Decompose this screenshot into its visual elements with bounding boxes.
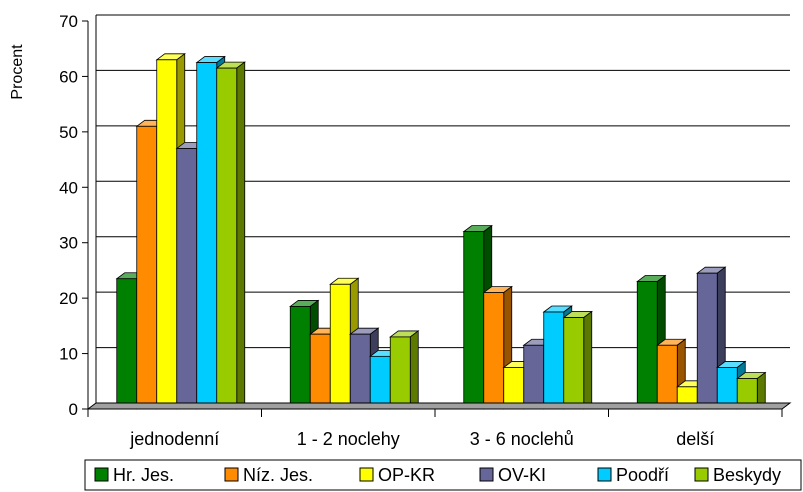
- y-tick-label: 40: [59, 178, 78, 197]
- y-tick-label: 70: [59, 12, 78, 31]
- legend-box: [84, 459, 802, 491]
- x-category-label: delší: [676, 429, 714, 449]
- x-category-label: 3 - 6 noclehů: [470, 429, 574, 449]
- y-tick-label: 50: [59, 123, 78, 142]
- y-tick-label: 20: [59, 289, 78, 308]
- y-tick-label: 60: [59, 67, 78, 86]
- legend-item: OP-KR: [359, 465, 435, 485]
- legend-swatch: [694, 467, 709, 482]
- legend-label: Poodří: [616, 465, 669, 485]
- bar: [389, 330, 420, 410]
- legend-label: Níz. Jes.: [243, 465, 313, 485]
- x-category-label: 1 - 2 noclehy: [297, 429, 400, 449]
- y-tick-label: 30: [59, 234, 78, 253]
- legend-item: Níz. Jes.: [224, 465, 313, 485]
- bar: [215, 61, 246, 410]
- bar: [562, 310, 593, 410]
- legend-label: OV-KI: [498, 465, 546, 485]
- legend-swatch: [597, 467, 612, 482]
- bar: [716, 360, 747, 410]
- bars: [115, 52, 767, 410]
- legend-label: OP-KR: [378, 465, 435, 485]
- legend-label: Beskydy: [713, 465, 781, 485]
- y-tick-label: 0: [69, 400, 78, 419]
- legend-item: Hr. Jes.: [94, 465, 174, 485]
- legend: Hr. Jes. Níz. Jes. OP-KR OV-KI Poodří Beskydy: [84, 459, 802, 491]
- legend-item: Beskydy: [694, 465, 781, 485]
- legend-item: OV-KI: [479, 465, 546, 485]
- x-category-labels: jednodenní 1 - 2 noclehy 3 - 6 noclehů delš…: [129, 429, 714, 449]
- legend-swatch: [479, 467, 494, 482]
- legend-swatch: [94, 467, 109, 482]
- x-category-label: jednodenní: [129, 429, 219, 449]
- legend-swatch: [224, 467, 239, 482]
- legend-swatch: [359, 467, 374, 482]
- floor: [86, 402, 792, 410]
- y-tick-labels: 0 10 20 30 40 50 60 70: [59, 12, 78, 419]
- y-axis-label: Procent: [9, 44, 26, 100]
- y-tick-label: 10: [59, 345, 78, 364]
- legend-label: Hr. Jes.: [113, 465, 174, 485]
- legend-item: Poodří: [597, 465, 669, 485]
- axes: [82, 20, 792, 417]
